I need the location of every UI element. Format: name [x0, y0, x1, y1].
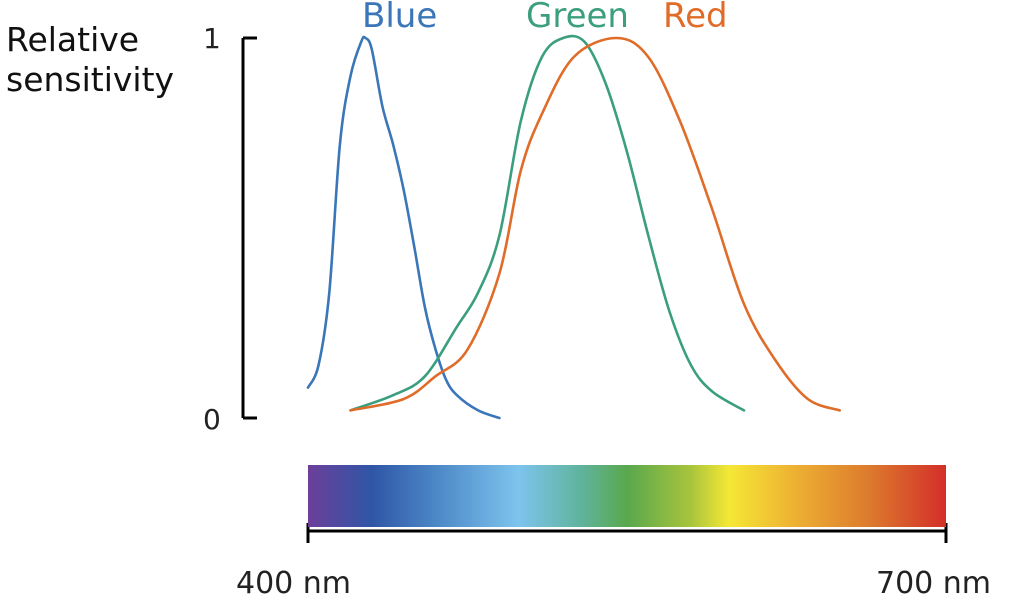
x-tick-label-left: 400 nm	[236, 566, 352, 601]
visible-spectrum-bar	[308, 465, 946, 527]
series-label-green: Green	[526, 0, 629, 36]
y-tick-label-bottom: 0	[203, 403, 221, 436]
series-label-red: Red	[663, 0, 728, 36]
series-group	[306, 34, 841, 420]
series-line-red	[349, 36, 841, 412]
series-line-blue	[306, 35, 501, 420]
y-tick-label-top: 1	[203, 22, 221, 55]
series-line-green	[349, 34, 746, 412]
y-axis-label-line-2: sensitivity	[6, 60, 175, 99]
y-axis-label-line-1: Relative	[6, 20, 140, 59]
x-tick-label-right: 700 nm	[876, 566, 992, 601]
y-axis-label: Relative sensitivity	[6, 20, 174, 100]
series-label-blue: Blue	[362, 0, 438, 36]
